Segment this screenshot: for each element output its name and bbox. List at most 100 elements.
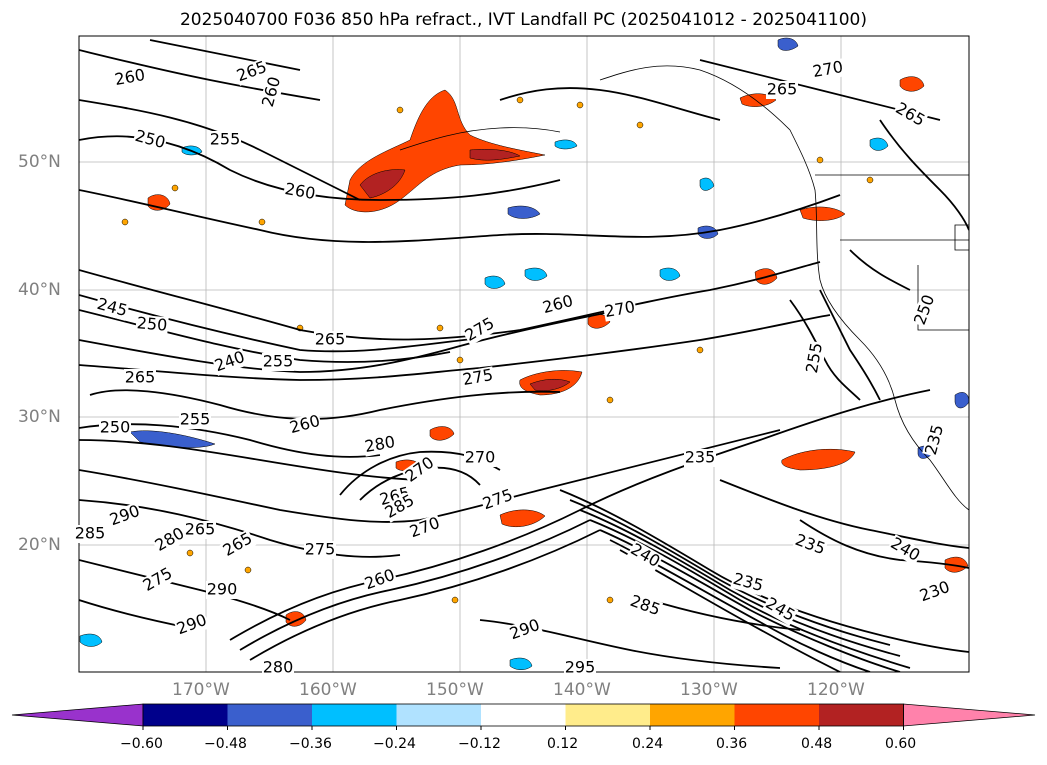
contour-label-background bbox=[173, 611, 211, 639]
contour-label-background bbox=[479, 486, 517, 514]
contour-label-background bbox=[602, 298, 638, 322]
contour-label: 270 bbox=[465, 448, 496, 467]
contour-label-background bbox=[911, 291, 939, 329]
lon-label-160w: 160°W bbox=[299, 680, 357, 700]
contour-label-background bbox=[916, 578, 954, 606]
map-title: 2025040700 F036 850 hPa refract., IVT La… bbox=[179, 10, 867, 30]
colorbar-extend-min bbox=[11, 703, 144, 727]
contour-label-background bbox=[211, 348, 249, 376]
contour-label: 280 bbox=[263, 658, 294, 677]
colorbar-swatch bbox=[396, 704, 481, 726]
contour-label-background bbox=[464, 449, 496, 467]
contour-label-background bbox=[206, 581, 238, 599]
contour-label-background bbox=[94, 295, 130, 321]
contour-label-background bbox=[74, 525, 106, 543]
contour-label-background bbox=[401, 453, 439, 487]
contour-label-background bbox=[314, 331, 346, 349]
contour-label: 250 bbox=[136, 313, 168, 335]
colorbar-swatch bbox=[650, 704, 735, 726]
colorbar-tick: −0.60 bbox=[120, 736, 163, 752]
colorbar-tick: 0.36 bbox=[716, 736, 748, 752]
contour-label-background bbox=[540, 292, 576, 318]
contour-label-background bbox=[99, 419, 131, 437]
contour-label-background bbox=[506, 616, 544, 644]
contour-label-background bbox=[761, 594, 799, 626]
contour-lines bbox=[79, 39, 969, 672]
colorbar-tick: 0.12 bbox=[547, 736, 579, 752]
contour-label-background bbox=[304, 541, 336, 559]
contour-label: 255 bbox=[180, 410, 211, 429]
contour-label-background bbox=[766, 81, 798, 99]
colorbar-tick: −0.12 bbox=[458, 736, 501, 752]
lon-label-130w: 130°W bbox=[680, 680, 738, 700]
colorbar-extend-max bbox=[903, 703, 1036, 727]
colorbar-tick: 0.60 bbox=[885, 736, 917, 752]
colorbar-swatch bbox=[312, 704, 397, 726]
colorbar-tick: 0.24 bbox=[632, 736, 664, 752]
contour-label: 265 bbox=[315, 330, 346, 349]
colorbar bbox=[11, 703, 1036, 730]
contour-label-background bbox=[287, 412, 323, 438]
lat-label-40n: 40°N bbox=[18, 280, 61, 300]
contour-label-background bbox=[730, 570, 766, 596]
contour-label-background bbox=[406, 514, 444, 542]
contour-label-background bbox=[219, 529, 257, 561]
contour-label-background bbox=[684, 449, 716, 467]
contour-label-background bbox=[233, 58, 271, 86]
colorbar-tick: −0.24 bbox=[373, 736, 416, 752]
colorbar-swatch bbox=[481, 704, 566, 726]
contour-label: 255 bbox=[263, 352, 294, 371]
contour-label-background bbox=[262, 659, 294, 677]
lon-label-170w: 170°W bbox=[172, 680, 230, 700]
filled-anomaly-patches bbox=[79, 37, 969, 670]
contour-label: 295 bbox=[565, 658, 596, 677]
contour-label: 235 bbox=[685, 448, 716, 467]
colorbar-swatch bbox=[143, 704, 228, 726]
contour-label-background bbox=[361, 566, 399, 594]
colorbar-swatch bbox=[227, 704, 312, 726]
contour-label-background bbox=[151, 524, 189, 556]
contour-label-background bbox=[381, 491, 419, 523]
contour-label-background bbox=[886, 534, 924, 566]
contour-label: 275 bbox=[305, 540, 336, 559]
lon-label-140w: 140°W bbox=[553, 680, 611, 700]
contour-label-background bbox=[803, 340, 827, 376]
plot-frame bbox=[78, 35, 970, 673]
contour-label-background bbox=[112, 66, 148, 90]
colorbar-swatch bbox=[734, 704, 819, 726]
colorbar-swatch bbox=[819, 704, 904, 726]
contour-label: 285 bbox=[75, 524, 106, 543]
contour-label-background bbox=[891, 99, 929, 131]
contour-label-background bbox=[791, 531, 829, 559]
contour-label-background bbox=[209, 131, 241, 149]
contour-label: 250 bbox=[100, 418, 131, 437]
contour-label-background bbox=[106, 502, 144, 530]
lon-label-150w: 150°W bbox=[426, 680, 484, 700]
lon-label-120w: 120°W bbox=[807, 680, 865, 700]
coastlines bbox=[399, 65, 969, 511]
contour-label-background bbox=[282, 180, 318, 204]
lat-label-50n: 50°N bbox=[18, 152, 61, 172]
contour-label: 255 bbox=[210, 130, 241, 149]
contour-label-background bbox=[922, 422, 948, 458]
lat-label-30n: 30°N bbox=[18, 407, 61, 427]
colorbar-frame bbox=[142, 703, 904, 727]
contour-label-background bbox=[564, 659, 596, 677]
lat-label-20n: 20°N bbox=[18, 535, 61, 555]
contour-label: 265 bbox=[185, 520, 216, 539]
contour-label: 265 bbox=[767, 80, 798, 99]
contour-label-background bbox=[259, 74, 285, 110]
contour-label-background bbox=[460, 366, 496, 390]
contour-label-background bbox=[132, 127, 168, 153]
contour-label-background bbox=[262, 353, 294, 371]
contour-label-background bbox=[135, 314, 169, 336]
contour-label-background bbox=[139, 564, 177, 596]
contour-label: 265 bbox=[125, 368, 156, 387]
contour-label-background bbox=[362, 433, 398, 457]
colorbar-tick: −0.36 bbox=[289, 736, 332, 752]
contour-label-background bbox=[124, 369, 156, 387]
contour-label-background bbox=[179, 411, 211, 429]
contour-label-background bbox=[184, 521, 216, 539]
